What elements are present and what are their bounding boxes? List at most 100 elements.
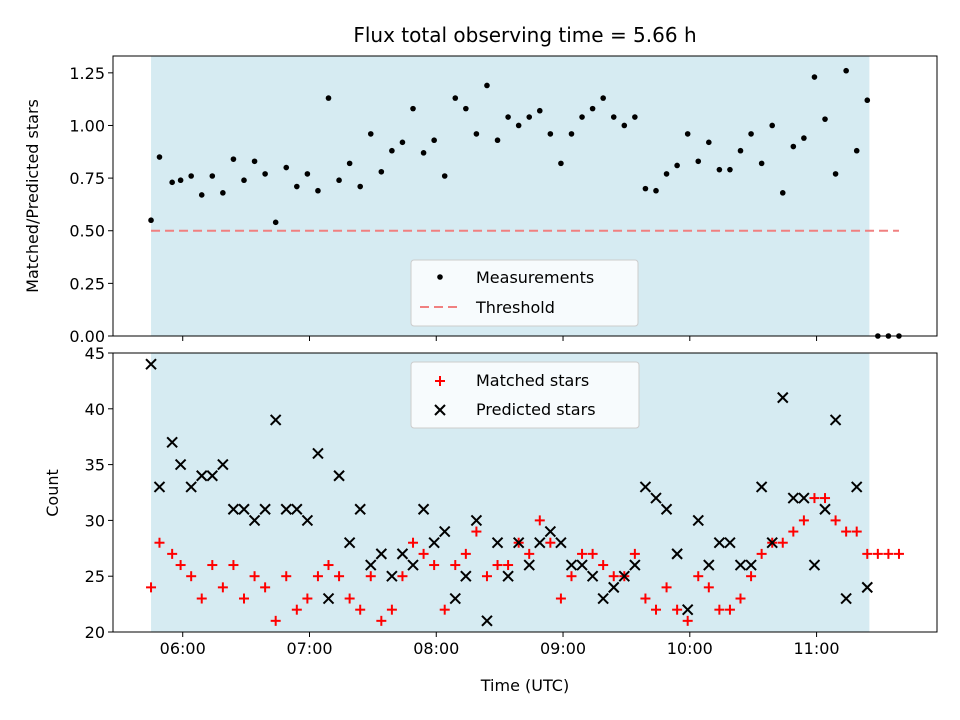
- matched-star-point: [661, 582, 672, 593]
- measurement-point: [621, 122, 628, 129]
- measurement-point: [367, 131, 374, 137]
- measurement-point: [251, 158, 258, 165]
- legend-matched-marker: [435, 376, 445, 386]
- predicted-star-point: [840, 592, 852, 605]
- matched-star-point: [291, 604, 302, 615]
- predicted-star-point-b: [608, 581, 620, 594]
- measurement-point: [811, 74, 818, 80]
- predicted-star-point: [639, 481, 652, 493]
- predicted-star-point: [692, 514, 704, 527]
- bottom-legend: Matched stars Predicted stars: [410, 361, 640, 429]
- matched-star-point: [217, 582, 228, 593]
- predicted-star-point-b: [502, 570, 514, 582]
- top-y-tick-label: 0.25: [69, 274, 105, 293]
- measurement-point: [241, 177, 247, 184]
- measurement-point: [378, 168, 385, 175]
- predicted-star-point-b: [523, 559, 535, 571]
- matched-star-point: [682, 615, 693, 626]
- predicted-star-point-b: [565, 559, 578, 571]
- predicted-star-point: [491, 537, 504, 549]
- matched-star-point: [270, 615, 281, 626]
- measurement-point: [420, 150, 427, 156]
- matched-star-point: [893, 548, 904, 559]
- x-tick-label: 11:00: [794, 639, 840, 658]
- predicted-star-point-b: [301, 514, 314, 527]
- measurement-point: [389, 147, 395, 154]
- measurement-point: [769, 122, 775, 129]
- predicted-star-point: [417, 503, 430, 515]
- matched-star-point: [693, 571, 704, 582]
- legend-threshold-label: Threshold: [475, 298, 555, 317]
- predicted-star-point: [755, 481, 768, 493]
- predicted-star-point-b: [449, 592, 461, 605]
- predicted-star-point-b: [269, 414, 282, 426]
- predicted-star-point: [629, 559, 641, 571]
- predicted-star-point-b: [692, 514, 704, 527]
- predicted-star-point-b: [280, 503, 292, 515]
- predicted-star-point-b: [217, 458, 229, 471]
- matched-star-point: [312, 571, 323, 582]
- measurement-point: [452, 95, 459, 101]
- predicted-star-point: [512, 537, 525, 549]
- measurement-point: [642, 185, 649, 192]
- predicted-star-point-b: [544, 525, 557, 538]
- measurement-point: [853, 147, 860, 154]
- legend-predicted-marker: [434, 404, 446, 416]
- measurement-point: [272, 219, 279, 226]
- measurement-point: [801, 135, 807, 141]
- predicted-star-point-b: [238, 503, 250, 515]
- legend-measurement-marker: [437, 274, 443, 280]
- predicted-star-point-b: [576, 559, 588, 571]
- matched-star-point: [851, 526, 862, 537]
- predicted-star-point-b: [248, 514, 261, 527]
- matched-star-point: [481, 571, 492, 582]
- measurement-point: [283, 164, 290, 171]
- measurement-point: [653, 187, 659, 194]
- predicted-star-point: [280, 503, 292, 515]
- matched-star-point: [566, 571, 577, 582]
- predicted-star-point: [502, 570, 514, 582]
- x-tick-label: 10:00: [667, 639, 713, 658]
- measurement-point: [684, 131, 691, 137]
- predicted-star-point-b: [586, 570, 599, 582]
- matched-star-point: [640, 593, 651, 604]
- predicted-star-point-b: [153, 481, 166, 493]
- predicted-star-point: [808, 559, 821, 571]
- matched-star-point: [439, 604, 450, 615]
- predicted-star-point: [681, 603, 694, 616]
- predicted-star-point-b: [851, 481, 863, 493]
- measurement-point: [716, 166, 723, 173]
- predicted-star-point-b: [343, 537, 356, 549]
- predicted-star-point-b: [819, 503, 831, 515]
- matched-star-point: [207, 560, 218, 571]
- matched-star-point: [598, 560, 609, 571]
- predicted-star-point: [174, 458, 187, 471]
- predicted-star-point: [713, 537, 726, 549]
- predicted-star-point: [460, 570, 472, 582]
- predicted-star-point-b: [745, 559, 757, 571]
- matched-star-point: [281, 571, 292, 582]
- predicted-star-point-b: [597, 592, 609, 605]
- matched-star-point: [334, 571, 345, 582]
- predicted-star-point-b: [470, 514, 483, 527]
- predicted-star-point-b: [829, 414, 842, 426]
- matched-star-point: [323, 560, 334, 571]
- matched-star-point: [777, 537, 788, 548]
- predicted-star-point-b: [312, 447, 324, 460]
- matched-star-point: [249, 571, 260, 582]
- matched-star-point: [883, 548, 894, 559]
- predicted-star-point-b: [185, 481, 197, 493]
- measurement-point: [505, 114, 511, 120]
- predicted-star-point-b: [206, 470, 219, 482]
- predicted-star-point: [439, 525, 451, 538]
- matched-star-point: [862, 548, 873, 559]
- measurement-point: [579, 114, 585, 120]
- predicted-star-point: [787, 492, 800, 504]
- measurement-point: [547, 131, 554, 137]
- predicted-star-point-b: [703, 559, 715, 571]
- bottom-legend-box: [410, 361, 640, 429]
- predicted-star-point: [798, 492, 810, 504]
- matched-star-point: [503, 560, 514, 571]
- predicted-star-point: [269, 414, 282, 426]
- predicted-star-point: [851, 481, 863, 493]
